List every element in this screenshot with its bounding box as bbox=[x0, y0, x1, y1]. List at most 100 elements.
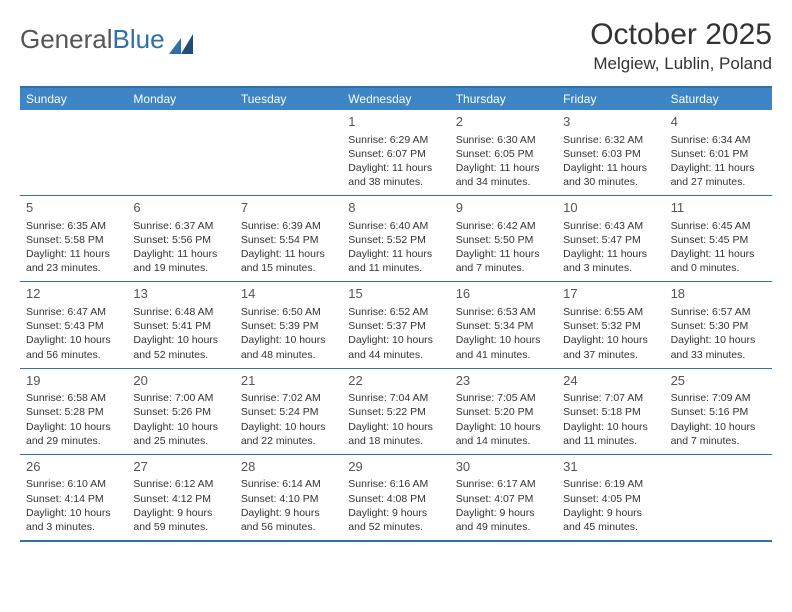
calendar-row: 1Sunrise: 6:29 AMSunset: 6:07 PMDaylight… bbox=[20, 110, 772, 196]
daylight-text: Daylight: 10 hours and 7 minutes. bbox=[671, 420, 766, 448]
daylight-text: Daylight: 9 hours and 59 minutes. bbox=[133, 506, 228, 534]
sunset-text: Sunset: 5:56 PM bbox=[133, 233, 228, 247]
daylight-text: Daylight: 11 hours and 38 minutes. bbox=[348, 161, 443, 189]
calendar-cell: 26Sunrise: 6:10 AMSunset: 4:14 PMDayligh… bbox=[20, 455, 127, 540]
calendar-header-row: Sunday Monday Tuesday Wednesday Thursday… bbox=[20, 88, 772, 110]
sunset-text: Sunset: 4:12 PM bbox=[133, 492, 228, 506]
calendar-cell bbox=[20, 110, 127, 195]
calendar-cell: 15Sunrise: 6:52 AMSunset: 5:37 PMDayligh… bbox=[342, 282, 449, 367]
sunset-text: Sunset: 5:54 PM bbox=[241, 233, 336, 247]
sunset-text: Sunset: 5:52 PM bbox=[348, 233, 443, 247]
day-number: 2 bbox=[456, 113, 551, 131]
daylight-text: Daylight: 10 hours and 25 minutes. bbox=[133, 420, 228, 448]
logo: GeneralBlue bbox=[20, 18, 195, 55]
daylight-text: Daylight: 11 hours and 34 minutes. bbox=[456, 161, 551, 189]
sunrise-text: Sunrise: 6:10 AM bbox=[26, 477, 121, 491]
sunrise-text: Sunrise: 6:30 AM bbox=[456, 133, 551, 147]
calendar-cell: 23Sunrise: 7:05 AMSunset: 5:20 PMDayligh… bbox=[450, 369, 557, 454]
sunrise-text: Sunrise: 6:19 AM bbox=[563, 477, 658, 491]
sunset-text: Sunset: 5:16 PM bbox=[671, 405, 766, 419]
calendar-cell: 13Sunrise: 6:48 AMSunset: 5:41 PMDayligh… bbox=[127, 282, 234, 367]
month-title: October 2025 bbox=[590, 18, 772, 52]
sunrise-text: Sunrise: 7:09 AM bbox=[671, 391, 766, 405]
sunset-text: Sunset: 5:34 PM bbox=[456, 319, 551, 333]
day-number: 18 bbox=[671, 285, 766, 303]
calendar-cell bbox=[127, 110, 234, 195]
sunrise-text: Sunrise: 6:17 AM bbox=[456, 477, 551, 491]
day-header: Wednesday bbox=[342, 88, 449, 110]
calendar-cell: 21Sunrise: 7:02 AMSunset: 5:24 PMDayligh… bbox=[235, 369, 342, 454]
calendar-cell: 16Sunrise: 6:53 AMSunset: 5:34 PMDayligh… bbox=[450, 282, 557, 367]
day-number: 24 bbox=[563, 372, 658, 390]
daylight-text: Daylight: 10 hours and 3 minutes. bbox=[26, 506, 121, 534]
day-number: 7 bbox=[241, 199, 336, 217]
calendar-cell: 27Sunrise: 6:12 AMSunset: 4:12 PMDayligh… bbox=[127, 455, 234, 540]
day-number: 1 bbox=[348, 113, 443, 131]
day-number: 12 bbox=[26, 285, 121, 303]
day-number: 31 bbox=[563, 458, 658, 476]
sunset-text: Sunset: 5:22 PM bbox=[348, 405, 443, 419]
daylight-text: Daylight: 10 hours and 18 minutes. bbox=[348, 420, 443, 448]
calendar-cell: 9Sunrise: 6:42 AMSunset: 5:50 PMDaylight… bbox=[450, 196, 557, 281]
sunrise-text: Sunrise: 6:42 AM bbox=[456, 219, 551, 233]
calendar-cell: 29Sunrise: 6:16 AMSunset: 4:08 PMDayligh… bbox=[342, 455, 449, 540]
sunrise-text: Sunrise: 6:55 AM bbox=[563, 305, 658, 319]
daylight-text: Daylight: 11 hours and 19 minutes. bbox=[133, 247, 228, 275]
sunrise-text: Sunrise: 6:58 AM bbox=[26, 391, 121, 405]
sunset-text: Sunset: 5:24 PM bbox=[241, 405, 336, 419]
calendar-cell bbox=[235, 110, 342, 195]
day-header: Monday bbox=[127, 88, 234, 110]
sunset-text: Sunset: 5:58 PM bbox=[26, 233, 121, 247]
daylight-text: Daylight: 11 hours and 0 minutes. bbox=[671, 247, 766, 275]
calendar-cell: 4Sunrise: 6:34 AMSunset: 6:01 PMDaylight… bbox=[665, 110, 772, 195]
calendar-cell: 25Sunrise: 7:09 AMSunset: 5:16 PMDayligh… bbox=[665, 369, 772, 454]
sunrise-text: Sunrise: 6:34 AM bbox=[671, 133, 766, 147]
calendar-cell: 20Sunrise: 7:00 AMSunset: 5:26 PMDayligh… bbox=[127, 369, 234, 454]
calendar-cell: 8Sunrise: 6:40 AMSunset: 5:52 PMDaylight… bbox=[342, 196, 449, 281]
calendar-row: 5Sunrise: 6:35 AMSunset: 5:58 PMDaylight… bbox=[20, 196, 772, 282]
sunrise-text: Sunrise: 6:40 AM bbox=[348, 219, 443, 233]
daylight-text: Daylight: 11 hours and 3 minutes. bbox=[563, 247, 658, 275]
daylight-text: Daylight: 10 hours and 41 minutes. bbox=[456, 333, 551, 361]
sunset-text: Sunset: 6:05 PM bbox=[456, 147, 551, 161]
day-number: 8 bbox=[348, 199, 443, 217]
sunset-text: Sunset: 5:43 PM bbox=[26, 319, 121, 333]
day-number: 21 bbox=[241, 372, 336, 390]
sunrise-text: Sunrise: 6:45 AM bbox=[671, 219, 766, 233]
sunset-text: Sunset: 5:20 PM bbox=[456, 405, 551, 419]
daylight-text: Daylight: 10 hours and 22 minutes. bbox=[241, 420, 336, 448]
day-number: 19 bbox=[26, 372, 121, 390]
daylight-text: Daylight: 9 hours and 56 minutes. bbox=[241, 506, 336, 534]
sunset-text: Sunset: 5:47 PM bbox=[563, 233, 658, 247]
day-number: 9 bbox=[456, 199, 551, 217]
calendar-cell: 2 Sunrise: 6:30 AMSunset: 6:05 PMDaylight… bbox=[450, 110, 557, 195]
day-number: 13 bbox=[133, 285, 228, 303]
day-number: 30 bbox=[456, 458, 551, 476]
sunset-text: Sunset: 5:32 PM bbox=[563, 319, 658, 333]
day-number: 17 bbox=[563, 285, 658, 303]
sunset-text: Sunset: 5:39 PM bbox=[241, 319, 336, 333]
calendar-row: 26Sunrise: 6:10 AMSunset: 4:14 PMDayligh… bbox=[20, 455, 772, 542]
daylight-text: Daylight: 11 hours and 27 minutes. bbox=[671, 161, 766, 189]
sunrise-text: Sunrise: 7:00 AM bbox=[133, 391, 228, 405]
calendar-cell: 19Sunrise: 6:58 AMSunset: 5:28 PMDayligh… bbox=[20, 369, 127, 454]
sunrise-text: Sunrise: 7:05 AM bbox=[456, 391, 551, 405]
day-header: Tuesday bbox=[235, 88, 342, 110]
calendar-cell: 1Sunrise: 6:29 AMSunset: 6:07 PMDaylight… bbox=[342, 110, 449, 195]
calendar-cell: 17 Sunrise: 6:55 AMSunset: 5:32 PMDayligh… bbox=[557, 282, 664, 367]
calendar-cell: 5Sunrise: 6:35 AMSunset: 5:58 PMDaylight… bbox=[20, 196, 127, 281]
calendar-cell: 3Sunrise: 6:32 AMSunset: 6:03 PMDaylight… bbox=[557, 110, 664, 195]
daylight-text: Daylight: 10 hours and 14 minutes. bbox=[456, 420, 551, 448]
calendar-row: 19Sunrise: 6:58 AMSunset: 5:28 PMDayligh… bbox=[20, 369, 772, 455]
day-number: 4 bbox=[671, 113, 766, 131]
daylight-text: Daylight: 10 hours and 48 minutes. bbox=[241, 333, 336, 361]
day-number: 25 bbox=[671, 372, 766, 390]
sunrise-text: Sunrise: 6:16 AM bbox=[348, 477, 443, 491]
calendar-cell: 10Sunrise: 6:43 AMSunset: 5:47 PMDayligh… bbox=[557, 196, 664, 281]
day-number: 11 bbox=[671, 199, 766, 217]
daylight-text: Daylight: 10 hours and 37 minutes. bbox=[563, 333, 658, 361]
day-number: 26 bbox=[26, 458, 121, 476]
sunset-text: Sunset: 4:10 PM bbox=[241, 492, 336, 506]
location: Melgiew, Lublin, Poland bbox=[590, 54, 772, 74]
daylight-text: Daylight: 11 hours and 23 minutes. bbox=[26, 247, 121, 275]
